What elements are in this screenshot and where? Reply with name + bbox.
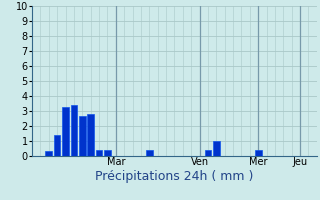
Bar: [54, 135, 60, 156]
Bar: [45, 151, 52, 156]
Bar: [70, 105, 77, 156]
Bar: [204, 150, 211, 156]
Bar: [213, 141, 220, 156]
Bar: [104, 150, 111, 156]
Bar: [96, 150, 102, 156]
Bar: [79, 116, 86, 156]
Bar: [146, 150, 153, 156]
Bar: [62, 106, 69, 156]
Bar: [87, 114, 94, 156]
X-axis label: Précipitations 24h ( mm ): Précipitations 24h ( mm ): [95, 170, 253, 183]
Bar: [255, 150, 261, 156]
